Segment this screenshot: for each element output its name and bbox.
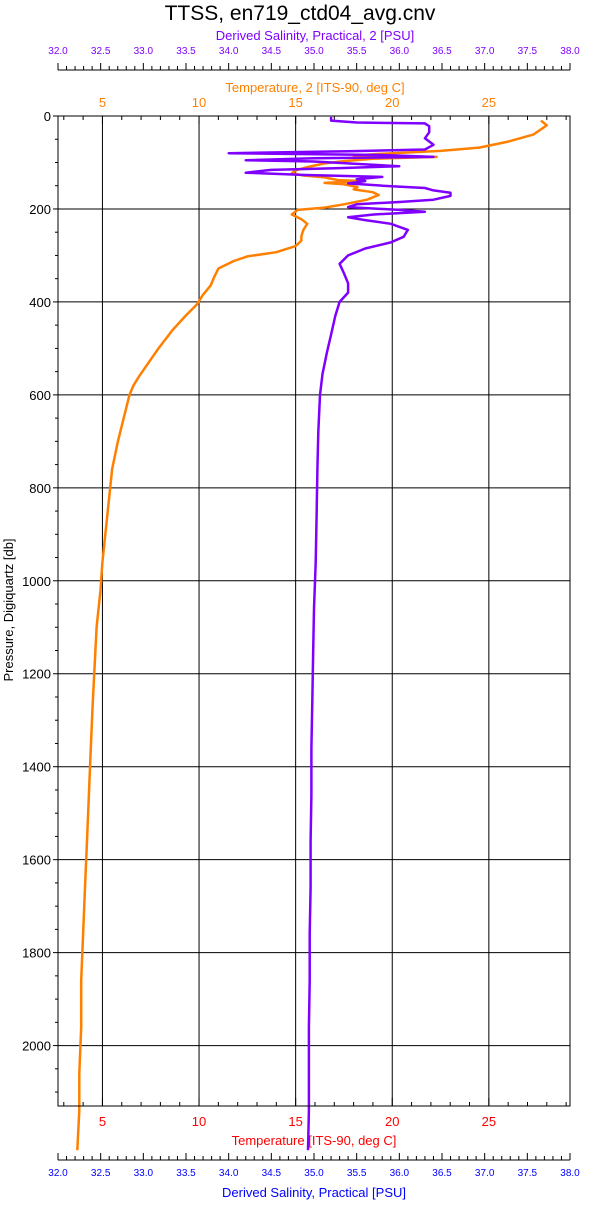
bottom-temperature-axis-label: Temperature [ITS-90, deg C] — [232, 1133, 397, 1148]
bottom-salinity-axis-tick-label: 38.0 — [560, 1168, 580, 1179]
bottom-salinity-axis-tick-label: 34.0 — [219, 1168, 239, 1179]
bottom-salinity-axis-tick-label: 32.0 — [48, 1168, 68, 1179]
bottom-salinity-axis-tick-label: 33.0 — [134, 1168, 154, 1179]
bottom-salinity-axis-tick-label: 33.5 — [176, 1168, 196, 1179]
y-tick-label: 1600 — [22, 853, 51, 868]
top-salinity-axis-tick-label: 32.5 — [91, 46, 111, 57]
bottom-temperature-tick-label: 10 — [192, 1114, 206, 1129]
y-tick-label: 1000 — [22, 574, 51, 589]
top-temperature-tick-label: 5 — [99, 95, 106, 110]
top-temperature-tick-label: 20 — [385, 95, 399, 110]
y-tick-label: 800 — [29, 481, 51, 496]
y-tick-label: 400 — [29, 295, 51, 310]
top-salinity-axis-tick-label: 36.0 — [390, 46, 410, 57]
top-salinity-axis-tick-label: 32.0 — [48, 46, 68, 57]
bottom-temperature-tick-label: 5 — [99, 1114, 106, 1129]
top-temperature-tick-label: 25 — [482, 95, 496, 110]
y-tick-label: 2000 — [22, 1039, 51, 1054]
y-tick-label: 0 — [44, 109, 51, 124]
top-salinity-axis-tick-label: 33.5 — [176, 46, 196, 57]
chart-title: TTSS, en719_ctd04_avg.cnv — [165, 2, 436, 25]
bottom-salinity-axis-tick-label: 34.5 — [262, 1168, 282, 1179]
top-salinity-axis-tick-label: 34.0 — [219, 46, 239, 57]
y-axis-label: Pressure, Digiquartz [db] — [1, 538, 16, 681]
bottom-salinity-axis-tick-label: 35.5 — [347, 1168, 367, 1179]
bottom-salinity-axis-tick-label: 36.0 — [390, 1168, 410, 1179]
top-salinity-axis-tick-label: 37.5 — [518, 46, 538, 57]
bottom-salinity-axis-label: Derived Salinity, Practical [PSU] — [222, 1185, 406, 1200]
plot-frame — [57, 115, 571, 1107]
top-temperature-axis-label: Temperature, 2 [ITS-90, deg C] — [225, 80, 404, 95]
top-temperature-tick-label: 15 — [288, 95, 302, 110]
top-salinity-axis-tick-label: 34.5 — [262, 46, 282, 57]
salinity-series-line — [227, 116, 452, 1151]
bottom-salinity-axis-tick-label: 32.5 — [91, 1168, 111, 1179]
temperature-series-line — [76, 119, 549, 1151]
y-tick-label: 200 — [29, 202, 51, 217]
bottom-salinity-axis-tick-label: 37.5 — [518, 1168, 538, 1179]
top-salinity-axis-label: Derived Salinity, Practical, 2 [PSU] — [216, 28, 414, 43]
bottom-temperature-tick-label: 25 — [482, 1114, 496, 1129]
y-tick-label: 1400 — [22, 760, 51, 775]
top-temperature-tick-label: 10 — [192, 95, 206, 110]
data-series — [76, 116, 549, 1151]
axes: 0 200 400 600 800 1000 1200 1400 1600 1800 2000 32.… — [22, 46, 580, 1179]
top-salinity-axis-tick-label: 35.0 — [304, 46, 324, 57]
bottom-salinity-axis-tick-label: 35.0 — [304, 1168, 324, 1179]
y-tick-label: 1800 — [22, 946, 51, 961]
bottom-salinity-axis-tick-label: 36.5 — [432, 1168, 452, 1179]
bottom-temperature-tick-label: 15 — [288, 1114, 302, 1129]
top-salinity-axis-tick-label: 33.0 — [134, 46, 154, 57]
top-salinity-axis-tick-label: 36.5 — [432, 46, 452, 57]
bottom-salinity-axis-tick-label: 37.0 — [475, 1168, 495, 1179]
y-tick-label: 1200 — [22, 667, 51, 682]
bottom-temperature-tick-label: 20 — [385, 1114, 399, 1129]
y-tick-label: 600 — [29, 388, 51, 403]
top-salinity-axis-tick-label: 37.0 — [475, 46, 495, 57]
top-salinity-axis-tick-label: 38.0 — [560, 46, 580, 57]
top-salinity-axis-tick-label: 35.5 — [347, 46, 367, 57]
